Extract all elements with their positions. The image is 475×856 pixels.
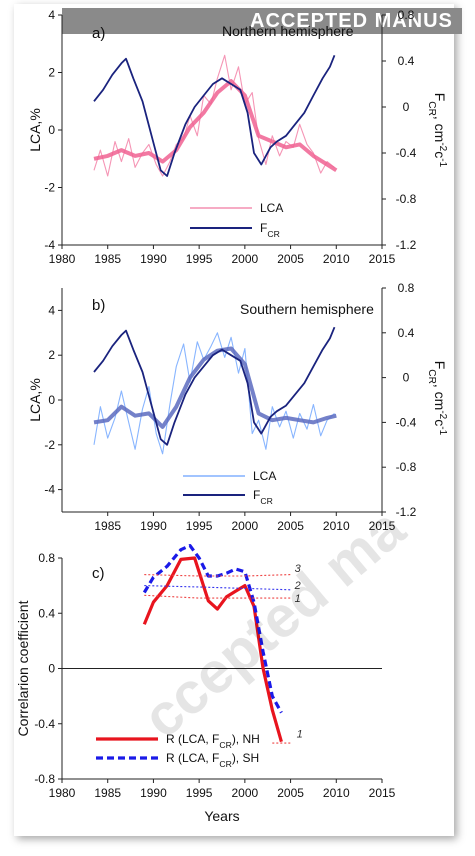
x-tick-label: 2010 <box>323 252 350 266</box>
x-tick-label: 2015 <box>369 786 396 800</box>
series-line-1 <box>93 54 335 177</box>
chart-title: Northern hemisphere <box>222 23 354 39</box>
legend-label: R (LCA, FCR), SH <box>166 751 259 769</box>
x-tick-label: 1995 <box>186 786 213 800</box>
legend-label: LCA <box>253 469 276 483</box>
x-tick-label: 1985 <box>94 252 121 266</box>
y-tick-label: -2 <box>44 438 55 452</box>
chart-panel-1: 1980 1985 1990 1995 2000 2005 2010 2015 -4 -2 0 2 4 -… <box>27 8 449 266</box>
x-tick-label: 1980 <box>49 786 76 800</box>
series-line-1 <box>93 332 335 455</box>
level-annotation: 1 <box>297 729 303 741</box>
x-tick-label: 1990 <box>140 786 167 800</box>
y2-tick-label: 0.4 <box>398 54 415 68</box>
y-axis-label: LCA,% <box>27 108 43 152</box>
series-line-2 <box>93 346 337 429</box>
x-tick-label: 2005 <box>277 252 304 266</box>
level-annotation: 2 <box>294 580 301 592</box>
x-tick-label: 2000 <box>232 252 259 266</box>
y2-tick-label: -0.8 <box>396 460 417 474</box>
x-tick-label: 2000 <box>232 786 259 800</box>
y2-tick-label: -1.2 <box>396 505 417 519</box>
y-tick-label: 0.4 <box>38 606 55 620</box>
y-tick-label: 2 <box>48 66 55 80</box>
x-tick-label: 2000 <box>232 519 259 533</box>
accepted-manuscript-banner: ACCEPTED MANUS <box>62 8 462 34</box>
legend-label: FCR <box>260 221 280 239</box>
chart-legend: LCA FCR <box>190 201 283 239</box>
y-tick-label: 0 <box>48 123 55 137</box>
y2-tick-label: 0 <box>403 100 410 114</box>
x-tick-label: 1995 <box>186 519 213 533</box>
series-line-3 <box>93 326 336 446</box>
x-tick-label: 1990 <box>140 252 167 266</box>
y-tick-label: 0 <box>48 393 55 407</box>
chart-panel-3: 1980 1985 1990 1995 2000 2005 2010 2015 -0.8 -0.4… <box>15 544 396 824</box>
x-tick-label: 1990 <box>140 519 167 533</box>
y2-tick-label: 0.8 <box>398 8 415 22</box>
legend-label: FCR <box>253 488 273 506</box>
panel-label: c) <box>92 565 105 582</box>
panel-label: a) <box>92 25 105 42</box>
banner-text: ACCEPTED MANUS <box>250 10 453 32</box>
y2-tick-label: 0 <box>403 371 410 385</box>
series-line-3 <box>144 594 291 599</box>
x-tick-label: 1980 <box>49 252 76 266</box>
y-tick-label: -0.4 <box>34 717 55 731</box>
x-axis-label: Years <box>204 808 239 824</box>
y-tick-label: 4 <box>48 303 55 317</box>
y-tick-label: -0.8 <box>34 772 55 786</box>
y-tick-label: 0 <box>48 662 55 676</box>
x-tick-label: 2010 <box>323 519 350 533</box>
level-annotation: 3 <box>295 563 302 575</box>
chart-legend: R (LCA, FCR), NHR (LCA, FCR), SH <box>96 732 260 769</box>
series-line-1 <box>142 556 283 743</box>
x-tick-label: 2010 <box>323 786 350 800</box>
legend-label: R (LCA, FCR), NH <box>166 732 260 750</box>
panel-label: b) <box>92 297 105 314</box>
x-tick-label: 1985 <box>94 519 121 533</box>
y-axis-label: LCA,% <box>27 378 43 422</box>
y-tick-label: -4 <box>44 238 55 252</box>
legend-label: LCA <box>260 201 283 215</box>
series-line-5 <box>144 574 291 577</box>
y2-tick-label: -0.8 <box>396 192 417 206</box>
x-tick-label: 1995 <box>186 252 213 266</box>
y-axis-label: Correlarion coefficient <box>15 600 31 736</box>
y-tick-label: 2 <box>48 348 55 362</box>
y2-tick-label: 0.8 <box>398 281 415 295</box>
x-tick-label: 1985 <box>94 786 121 800</box>
y2-axis-label: FCR, cm-2c-1 <box>427 93 449 168</box>
chart-panel-2: 1985 1990 1995 2000 2005 2010 2015 -4 -2 0 2 4 -1.2 -… <box>27 281 449 533</box>
y2-tick-label: 0.4 <box>398 326 415 340</box>
series-line-4 <box>144 585 291 591</box>
series-line-2 <box>93 79 338 172</box>
x-tick-label: 2015 <box>369 519 396 533</box>
y2-tick-label: -1.2 <box>396 238 417 252</box>
y-tick-label: -2 <box>44 181 55 195</box>
paper-frame <box>14 4 454 836</box>
chart-title: Southern hemisphere <box>240 301 374 317</box>
y-tick-label: 0.8 <box>38 551 55 565</box>
level-annotation: 1 <box>295 593 301 605</box>
x-tick-label: 2005 <box>277 519 304 533</box>
y-tick-label: 4 <box>48 8 55 22</box>
y-tick-label: -4 <box>44 483 55 497</box>
chart-legend: LCA FCR <box>183 469 276 506</box>
x-tick-label: 2005 <box>277 786 304 800</box>
x-tick-label: 2015 <box>369 252 396 266</box>
series-line-3 <box>93 54 336 177</box>
y2-axis-label: FCR, cm-2c-1 <box>427 361 449 436</box>
y2-tick-label: -0.4 <box>396 415 417 429</box>
y2-tick-label: -0.4 <box>396 146 417 160</box>
